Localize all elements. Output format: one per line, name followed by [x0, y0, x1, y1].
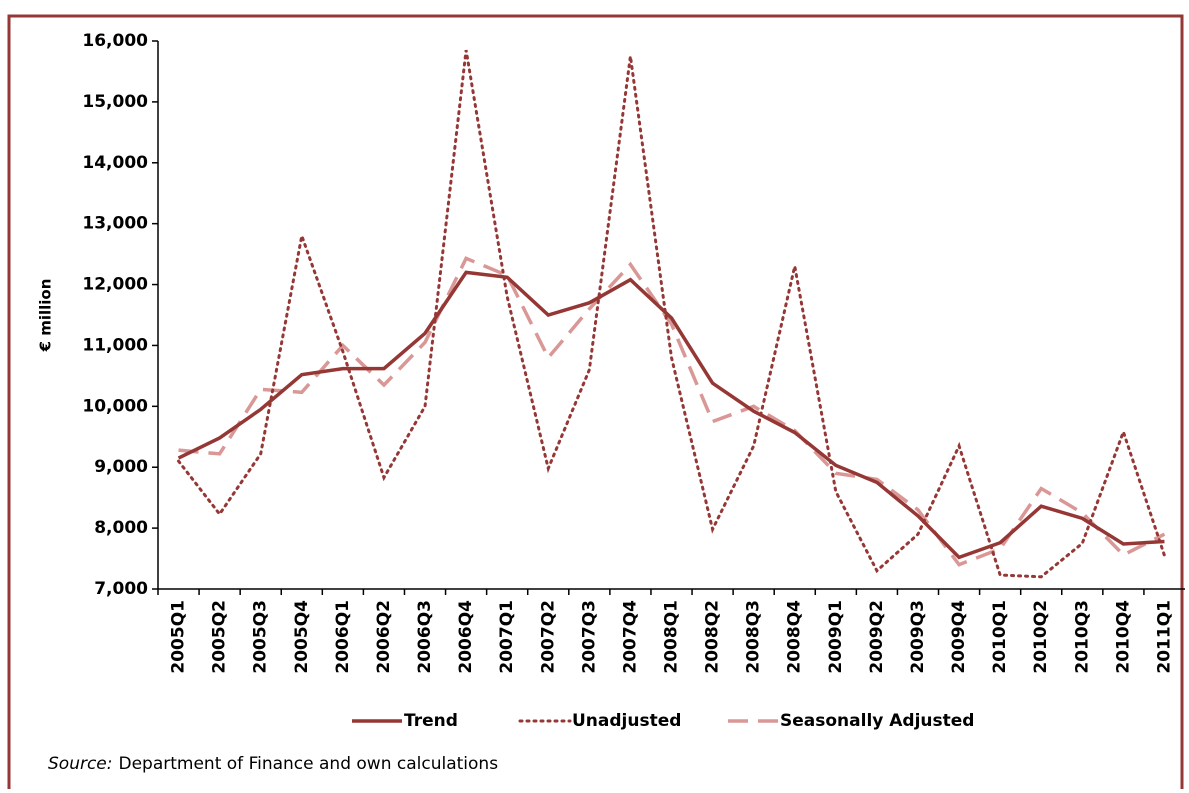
series-line — [177, 49, 1166, 579]
legend-label: Seasonally Adjusted — [780, 711, 974, 731]
x-tick-label: 2005Q3 — [251, 600, 271, 674]
x-tick-label: 2007Q1 — [497, 600, 517, 674]
y-tick-label: 14,000 — [82, 153, 148, 173]
y-tick-label: 11,000 — [82, 335, 148, 355]
y-tick-label: 15,000 — [82, 92, 148, 112]
x-tick-label: 2008Q4 — [785, 600, 805, 674]
x-tick-label: 2007Q3 — [579, 600, 599, 674]
x-tick-label: 2005Q2 — [210, 600, 230, 674]
x-tick-label: 2006Q3 — [415, 600, 435, 674]
x-tick-label: 2011Q1 — [1154, 600, 1174, 674]
x-tick-label: 2008Q1 — [662, 600, 682, 674]
y-tick-label: 12,000 — [82, 275, 148, 295]
y-tick-label: 10,000 — [82, 396, 148, 416]
x-tick-label: 2009Q1 — [826, 600, 846, 674]
x-tick-label: 2006Q1 — [333, 600, 353, 674]
legend-label: Unadjusted — [572, 711, 681, 731]
x-tick-label: 2010Q3 — [1072, 600, 1092, 674]
x-tick-label: 2010Q2 — [1031, 600, 1051, 674]
x-tick-label: 2010Q1 — [990, 600, 1010, 674]
x-tick-label: 2008Q2 — [703, 600, 723, 674]
y-tick-label: 9,000 — [94, 457, 148, 477]
x-tick-label: 2005Q4 — [292, 600, 312, 674]
y-tick-label: 16,000 — [82, 31, 148, 51]
x-tick-label: 2009Q4 — [949, 600, 969, 674]
x-tick-label: 2009Q2 — [867, 600, 887, 674]
source: Source: Department of Finance and own cal… — [48, 754, 498, 774]
x-tick-label: 2006Q4 — [456, 600, 476, 674]
x-tick-label: 2005Q1 — [169, 600, 189, 674]
series-line — [178, 256, 1166, 567]
frame — [7, 14, 1184, 789]
y-tick-label: 7,000 — [94, 579, 148, 599]
x-tick-label: 2008Q3 — [744, 600, 764, 674]
series-line — [177, 270, 1165, 560]
legend-label: Trend — [404, 711, 458, 731]
y-axis-label: € million — [37, 279, 55, 353]
x-tick-label: 2006Q2 — [374, 600, 394, 674]
source-label: Source: — [48, 754, 113, 774]
source-text: Department of Finance and own calculatio… — [119, 754, 499, 774]
y-tick-label: 13,000 — [82, 214, 148, 234]
y-tick-label: 8,000 — [94, 518, 148, 538]
x-tick-label: 2009Q3 — [908, 600, 928, 674]
x-tick-label: 2007Q4 — [620, 600, 640, 674]
x-tick-label: 2010Q4 — [1113, 600, 1133, 674]
x-tick-label: 2007Q2 — [538, 600, 558, 674]
